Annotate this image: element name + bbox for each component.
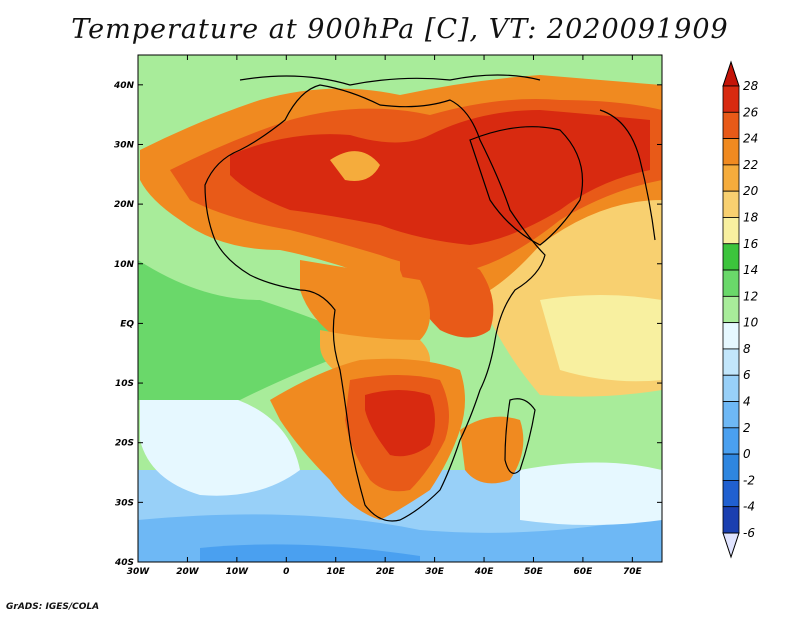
colorbar-min-arrow xyxy=(722,532,740,559)
lon-label: 30E xyxy=(425,567,445,577)
colorbar-label: -2 xyxy=(743,473,755,487)
colorbar-label: 18 xyxy=(743,210,759,224)
colorbar-label: -6 xyxy=(743,526,755,540)
lon-label: 0 xyxy=(283,567,289,577)
sahara-hot xyxy=(230,110,650,245)
temperature-field xyxy=(138,55,662,562)
colorbar-label: 10 xyxy=(743,316,759,330)
map-title: Temperature at 900hPa [C], VT: 202009190… xyxy=(71,14,729,45)
atlantic-subtropic-patch xyxy=(140,400,300,496)
colorbar-segment xyxy=(722,506,740,534)
central-africa-warm xyxy=(300,260,430,345)
colorbar-label: 16 xyxy=(743,237,759,251)
colorbar-label: 20 xyxy=(743,184,759,198)
colorbar-segment xyxy=(722,295,740,324)
lat-label: 40N xyxy=(113,81,135,91)
colorbar-label: 12 xyxy=(743,289,758,303)
colorbar-segment xyxy=(722,322,740,350)
india-coastline xyxy=(599,109,656,241)
lon-label: 40E xyxy=(474,567,495,577)
colorbar-segment xyxy=(722,401,740,429)
colorbar-segment xyxy=(722,190,740,218)
colorbar-segment xyxy=(722,138,740,166)
indian-ocean-cool-patch xyxy=(520,462,662,525)
africa-coastline xyxy=(204,84,546,522)
indian-ocean-mild xyxy=(540,295,662,382)
colorbar-segment xyxy=(722,427,740,455)
lon-label: 30W xyxy=(127,567,151,577)
lat-label: 10S xyxy=(115,379,134,389)
colorbar-segment xyxy=(722,453,740,481)
colorbar-label: 26 xyxy=(743,105,759,119)
lat-label: 10N xyxy=(114,260,135,270)
longitude-axis: 30W 20W 10W 0 10E 20E 30E 40E 50E 60E 70E xyxy=(127,55,643,577)
lat-label: 40S xyxy=(114,558,134,568)
mediterranean-coastline xyxy=(239,74,541,86)
southern-africa-hottest xyxy=(365,390,435,457)
lon-label: 10W xyxy=(226,567,250,577)
lat-label: 20S xyxy=(115,439,134,449)
colorbar-label: 4 xyxy=(743,395,751,409)
lon-label: 50E xyxy=(524,567,544,577)
colorbar-segment xyxy=(722,217,740,245)
east-africa-hot xyxy=(400,240,494,338)
colorbar-segment xyxy=(722,269,740,297)
colorbar-segment xyxy=(722,374,740,402)
atlantic-green xyxy=(138,260,340,400)
colorbar-label: -4 xyxy=(743,500,755,514)
coastlines xyxy=(204,74,656,522)
colorbar-segment xyxy=(722,164,740,192)
colorbar-label: 8 xyxy=(743,342,751,356)
colorbar-label: 2 xyxy=(743,421,751,435)
arabia-coastline xyxy=(469,126,584,246)
colorbar-segment xyxy=(722,480,740,508)
lat-label: 20N xyxy=(114,200,135,210)
colorbar-segment xyxy=(722,348,740,376)
mediterranean-green xyxy=(138,55,662,80)
grads-credit: GrADS: IGES/COLA xyxy=(6,602,100,612)
lon-label: 20W xyxy=(176,567,200,577)
lon-label: 10E xyxy=(326,567,346,577)
plot-frame xyxy=(137,54,663,563)
southern-ocean-cool-patch xyxy=(200,544,420,562)
lat-label: 30S xyxy=(115,498,134,508)
colorbar-label: 22 xyxy=(743,158,758,172)
colorbar-segment xyxy=(722,243,740,271)
colorbar-label: 28 xyxy=(743,79,759,93)
colorbar-label: 14 xyxy=(743,263,758,277)
madagascar-coastline xyxy=(504,398,536,474)
lon-label: 70E xyxy=(623,567,643,577)
colorbar-max-arrow xyxy=(722,60,740,87)
lon-label: 20E xyxy=(376,567,396,577)
lat-label: 30N xyxy=(114,140,135,150)
colorbar-segment xyxy=(722,111,740,139)
lon-label: 60E xyxy=(574,567,594,577)
colorbar-label: 0 xyxy=(743,447,751,461)
latitude-axis: 40N 30N 20N 10N EQ 10S 20S 30S 40S xyxy=(113,81,662,568)
hoggar-cool xyxy=(330,151,380,181)
colorbar-label: 24 xyxy=(743,132,758,146)
colorbar-label: 6 xyxy=(743,368,751,382)
colorbar-segment xyxy=(722,85,740,113)
lat-label: EQ xyxy=(120,319,134,329)
